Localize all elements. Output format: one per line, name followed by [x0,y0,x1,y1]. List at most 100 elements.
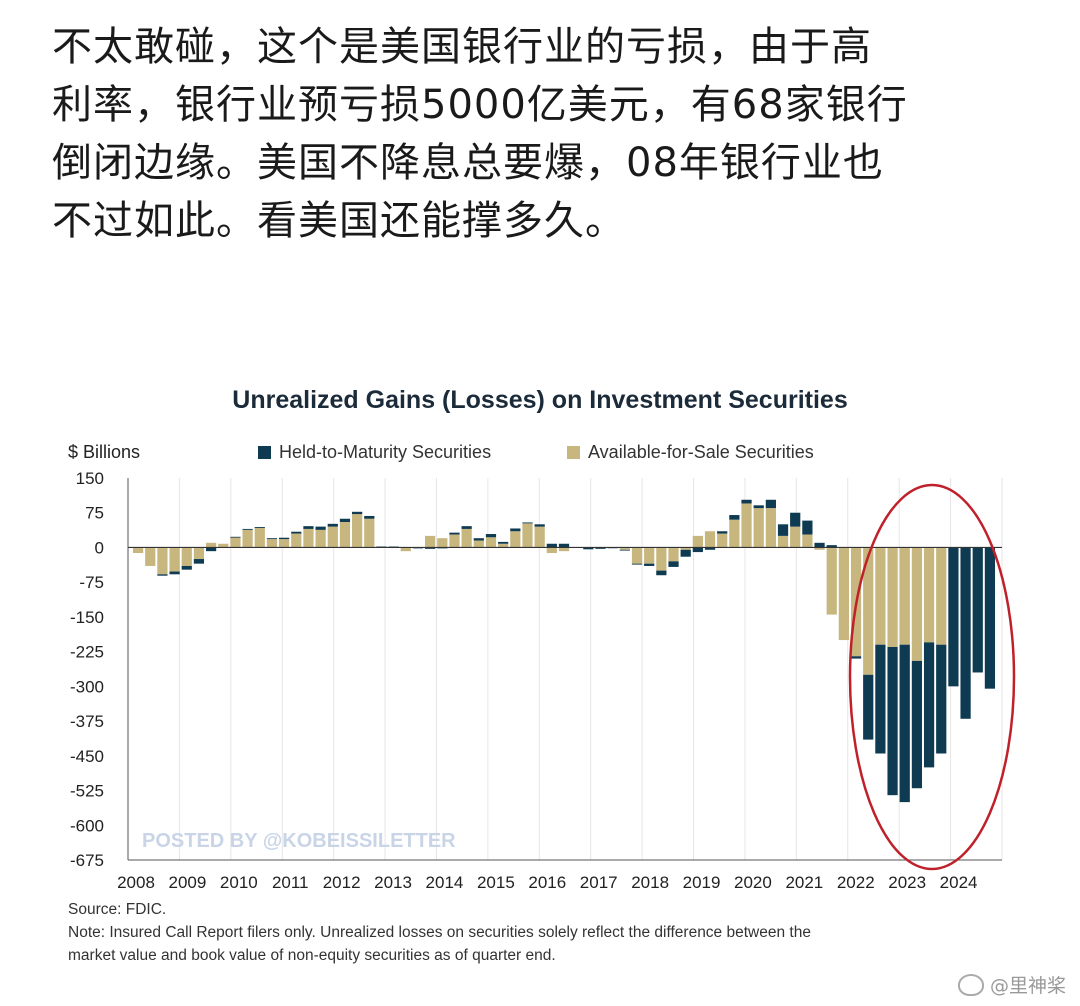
x-tick-label: 2011 [272,873,309,892]
bar-htm [680,549,691,557]
bar-afs [364,518,375,548]
bar-afs [291,533,302,548]
legend-label-htm: Held-to-Maturity Securities [279,442,492,462]
bar-htm [473,538,484,541]
x-tick-label: 2020 [734,873,772,892]
bar-afs [790,526,801,548]
x-tick-label: 2014 [426,873,464,892]
bar-htm [729,515,740,520]
bar-afs [863,547,874,675]
y-tick-label: -300 [70,677,104,696]
bar-htm [826,545,837,548]
bar-afs [230,537,241,548]
note-line-2: market value and book value of non-equit… [68,947,556,964]
chart-watermark: POSTED BY @KOBEISSILETTER [142,830,456,852]
bar-htm [254,527,265,529]
bar-afs [546,547,557,554]
bar-htm [753,505,764,509]
bar-htm [327,523,338,527]
bar-afs [668,547,679,562]
x-tick-label: 2008 [117,873,155,892]
x-tick-label: 2015 [477,873,515,892]
bar-afs [656,547,667,571]
bar-htm [656,570,667,576]
post-line: 不过如此。看美国还能撑多久。 [52,198,626,244]
bar-htm [631,563,643,565]
chart-notes: Source: FDIC. Note: Insured Call Report … [68,898,988,967]
bar-afs [485,537,497,548]
bar-afs [242,529,253,548]
x-tick-label: 2024 [940,873,978,892]
bar-afs [741,503,752,548]
bar-htm [498,541,509,544]
y-tick-label: -450 [70,747,104,766]
bar-htm [230,536,241,538]
bar-htm [790,512,801,527]
post-line: 不太敢碰，这个是美国银行业的亏损，由于高 [52,24,872,70]
bar-afs [814,547,825,550]
bar-htm [911,660,923,789]
legend-label-afs: Available-for-Sale Securities [588,442,814,462]
bar-afs [449,534,460,548]
bar-afs [181,547,192,566]
weibo-icon [957,973,984,996]
bar-htm [510,528,521,532]
bar-htm [972,547,983,673]
bar-htm [339,518,351,522]
bar-htm [704,547,716,550]
bar-afs [534,526,545,548]
x-tick-label: 2021 [785,873,823,892]
bar-htm [193,559,205,564]
bar-afs [437,538,448,548]
bar-htm [668,561,679,567]
y-tick-label: -675 [70,851,104,870]
x-tick-label: 2013 [374,873,412,892]
bar-afs [498,543,509,548]
bar-htm [169,571,180,575]
bar-htm [303,526,314,529]
highlight-ellipse [848,483,1016,871]
bar-afs [510,531,521,548]
bar-htm [583,547,594,550]
bar-afs [802,534,813,548]
bar-htm [205,547,217,552]
bar-htm [984,547,996,689]
bar-afs [266,539,278,548]
bar-htm [534,524,545,527]
bar-afs [157,547,168,575]
post-text: 不太敢碰，这个是美国银行业的亏损，由于高 利率，银行业预亏损5000亿美元，有6… [52,18,1042,250]
bar-afs [923,547,935,643]
y-tick-label: -600 [70,816,104,835]
bar-afs [473,540,484,548]
source-note: Source: FDIC. [68,901,167,918]
bar-afs [936,547,947,645]
bar-afs [631,547,643,564]
y-tick-label: -225 [70,643,104,662]
bar-afs [205,542,217,548]
bar-htm [157,574,168,576]
bar-afs [717,533,728,548]
bar-afs [193,547,205,560]
bar-afs [875,547,886,645]
bar-htm [352,511,363,515]
bar-htm [644,563,655,566]
bar-htm [279,537,290,540]
bar-afs [327,526,338,548]
bar-htm [875,644,886,754]
bar-htm [449,532,460,535]
bar-afs [339,521,351,548]
y-tick-label: 75 [85,504,104,523]
bar-htm [777,524,789,536]
bar-afs [558,547,570,552]
bar-htm [595,547,606,549]
note-line-1: Note: Insured Call Report filers only. U… [68,924,811,941]
bar-htm [461,526,472,529]
x-tick-label: 2022 [837,873,875,892]
y-tick-label: -75 [79,573,104,592]
bar-afs [692,535,703,548]
bar-htm [960,547,971,719]
bar-afs [777,535,789,548]
bar-afs [680,547,691,550]
bar-htm [948,547,959,687]
bar-htm [266,538,278,540]
